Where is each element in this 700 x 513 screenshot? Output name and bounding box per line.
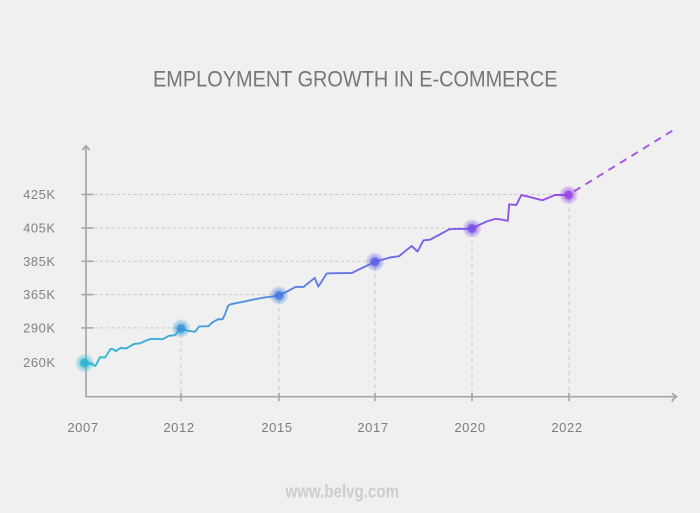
svg-text:2017: 2017: [357, 420, 388, 435]
svg-text:2015: 2015: [261, 420, 292, 435]
svg-text:2020: 2020: [454, 420, 485, 435]
svg-text:2022: 2022: [551, 420, 582, 435]
svg-text:www.belvg.com: www.belvg.com: [285, 480, 399, 501]
svg-text:290K: 290K: [23, 320, 55, 335]
svg-text:365K: 365K: [23, 287, 55, 302]
svg-text:385K: 385K: [23, 254, 55, 269]
svg-text:260K: 260K: [23, 355, 55, 370]
svg-text:2012: 2012: [163, 420, 194, 435]
svg-text:EMPLOYMENT GROWTH IN E-COMMERC: EMPLOYMENT GROWTH IN E-COMMERCE: [153, 67, 558, 92]
svg-text:405K: 405K: [23, 221, 55, 236]
svg-text:425K: 425K: [23, 187, 55, 202]
svg-text:2007: 2007: [67, 420, 98, 435]
